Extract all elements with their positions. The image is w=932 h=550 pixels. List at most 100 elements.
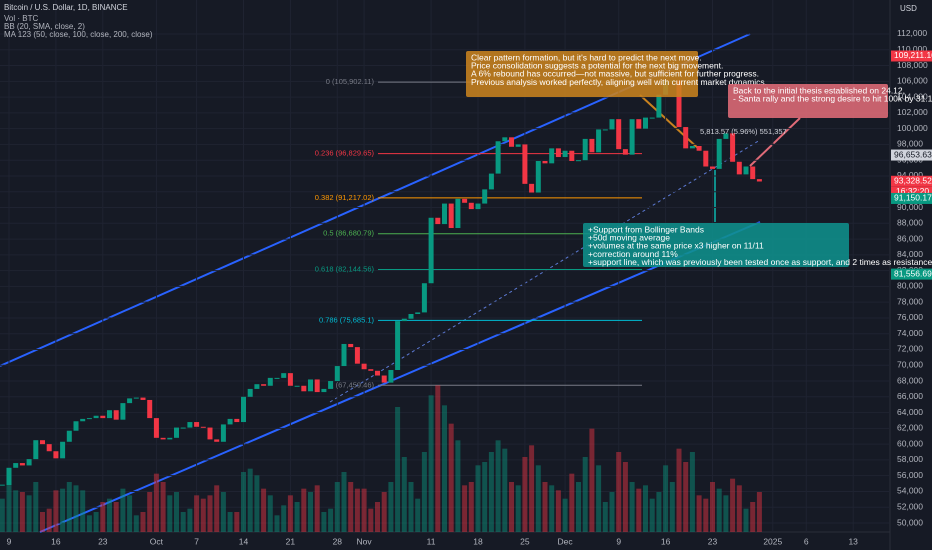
volume-bar — [361, 488, 367, 532]
x-tick-label: 28 — [333, 536, 343, 546]
candle — [133, 397, 139, 399]
candle — [395, 321, 401, 370]
volume-bar — [756, 492, 762, 532]
candle — [381, 375, 387, 383]
candle — [13, 463, 19, 468]
annotation-text: A 6% rebound has occurred—not massive, b… — [471, 69, 759, 79]
fib-label: 0.618 (82,144.56) — [315, 264, 375, 273]
x-tick-label: 21 — [286, 536, 296, 546]
candle — [207, 427, 213, 440]
volume-bar — [107, 498, 112, 532]
candle — [656, 94, 662, 118]
volume-bar — [247, 468, 253, 532]
volume-bar — [643, 485, 648, 532]
y-tick-label: 70,000 — [897, 360, 923, 370]
annotation-text: +correction around 11% — [588, 249, 678, 259]
x-tick-label: 11 — [427, 536, 436, 546]
volume-bar — [455, 440, 461, 532]
volume-bar — [696, 495, 702, 532]
pointer — [639, 94, 701, 151]
candle — [247, 388, 253, 397]
candle — [6, 467, 12, 486]
volume-bar — [207, 495, 213, 532]
candle — [80, 418, 86, 422]
volume-bar — [448, 423, 454, 532]
y-tick-label: 80,000 — [897, 281, 923, 291]
volume-bar — [435, 385, 441, 532]
volume-bar — [281, 505, 287, 532]
volume-bar — [582, 457, 588, 532]
candle — [46, 444, 52, 452]
candle — [241, 396, 246, 423]
candle — [174, 427, 179, 438]
candle — [703, 150, 709, 167]
candle — [421, 283, 427, 313]
candle — [401, 318, 407, 322]
volume-bar — [502, 448, 508, 532]
price-badge-label: 96,653.63 — [894, 149, 932, 159]
candle — [254, 384, 260, 389]
volume-bar — [40, 512, 45, 532]
candle — [53, 451, 59, 459]
volume-bar — [6, 485, 12, 532]
volume-bar — [267, 495, 273, 532]
candle — [448, 203, 454, 229]
candle — [408, 313, 414, 319]
candle — [66, 430, 72, 442]
volume-bar — [314, 485, 320, 532]
fib-label: 0.5 (86,680.79) — [323, 229, 374, 238]
candle — [33, 440, 39, 460]
candle — [495, 141, 501, 174]
y-tick-label: 50,000 — [897, 517, 923, 527]
candle — [616, 119, 622, 150]
volume-bar — [348, 482, 354, 532]
countdown: 16:32:20 — [896, 186, 929, 196]
fib-label: 0.382 (91,217.02) — [315, 193, 375, 202]
candle — [529, 183, 535, 193]
measure-label: 5,813.57 (5.96%) 551,357 — [700, 127, 787, 136]
price-badge — [891, 268, 932, 280]
volume-bar — [515, 485, 521, 532]
volume-bar — [368, 508, 374, 532]
volume-bar — [220, 492, 226, 532]
y-tick-label: 52,000 — [897, 501, 923, 511]
volume-bar — [676, 448, 682, 532]
annotation-box — [728, 84, 888, 118]
volume-bar — [227, 512, 233, 532]
candle — [147, 399, 153, 419]
pointer — [749, 117, 801, 167]
volume-bar — [468, 482, 474, 532]
volume-bar — [542, 482, 548, 532]
volume-bar — [535, 465, 541, 532]
y-tick-label: 54,000 — [897, 486, 923, 496]
volume-bar — [140, 512, 146, 532]
y-tick-label: 64,000 — [897, 407, 923, 417]
volume-bar — [723, 495, 729, 532]
price-badge-label: 109,211.16 — [894, 50, 932, 60]
volume-bar — [19, 492, 25, 532]
price-badge-label: 91,150.17 — [894, 193, 932, 203]
candle — [723, 133, 729, 139]
fib-label: 0 (105,902.11) — [326, 77, 375, 86]
annotation-text: Price consolidation suggests a potential… — [471, 60, 723, 70]
chart-title: Bitcoin / U.S. Dollar, 1D, BINANCE — [4, 3, 128, 12]
volume-bar — [408, 482, 414, 532]
candle — [127, 398, 133, 404]
volume-bar — [381, 492, 387, 532]
volume-bar — [488, 452, 494, 532]
volume-bar — [442, 405, 447, 532]
volume-bar — [287, 495, 293, 532]
candle — [40, 440, 45, 445]
volume-bar — [153, 473, 159, 532]
volume-bar — [194, 495, 200, 532]
candle — [756, 179, 762, 182]
candle — [86, 418, 92, 420]
y-tick-label: 86,000 — [897, 233, 923, 243]
y-tick-label: 68,000 — [897, 375, 923, 385]
volume-bar — [33, 482, 39, 532]
price-badge — [891, 175, 932, 187]
y-tick-label: 94,000 — [897, 170, 923, 180]
y-tick-label: 104,000 — [897, 91, 928, 101]
candle — [334, 366, 340, 382]
